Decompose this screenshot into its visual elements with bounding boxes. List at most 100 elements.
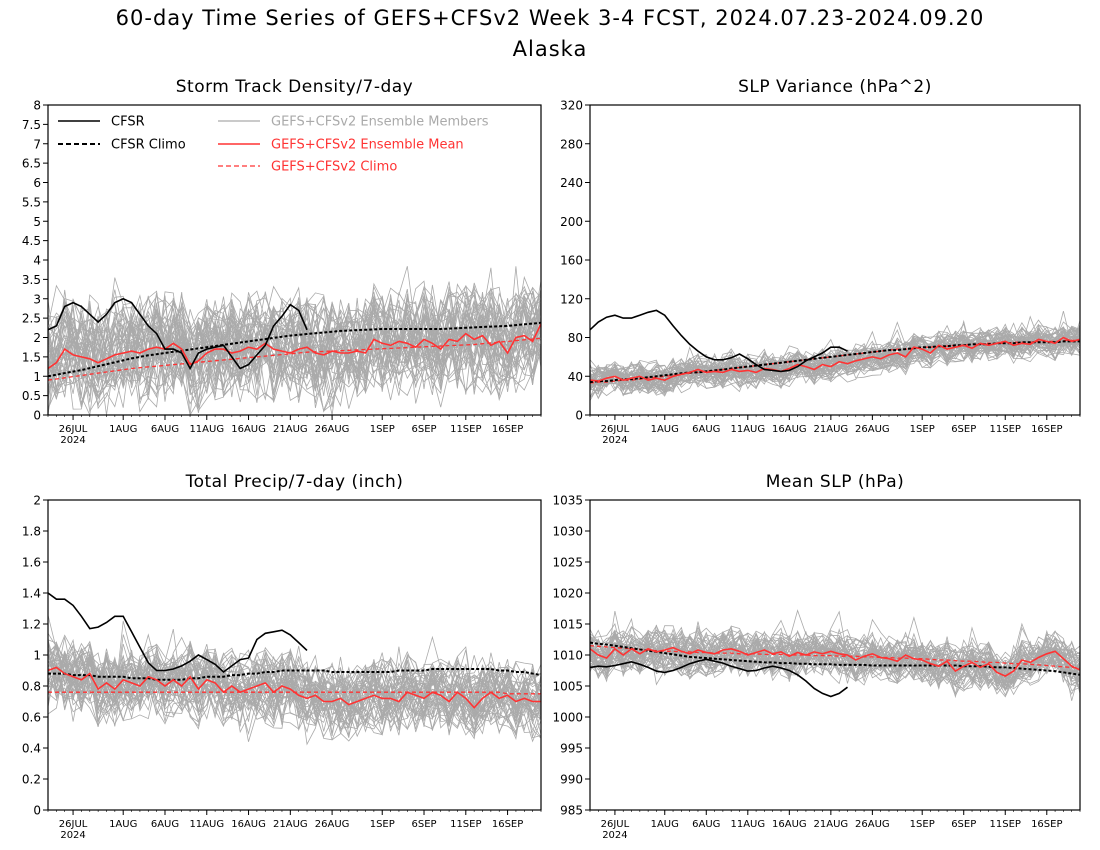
y-tick-label: 990 <box>560 773 583 787</box>
ensemble-member-line <box>48 652 541 746</box>
y-tick-label: 320 <box>560 99 583 113</box>
y-tick-label: 0.2 <box>22 773 41 787</box>
chart-panel-1: Storm Track Density/7-day 0 0.5 1 1.5 2 2.5 3 3.… <box>22 77 542 446</box>
cfsr-climo-line <box>590 641 1080 676</box>
x-tick-label: 6SEP <box>411 819 436 830</box>
plot-area <box>590 609 1080 701</box>
y-tick-label: 0 <box>33 409 41 423</box>
x-tick-label: 21AUG <box>273 424 308 435</box>
ensemble-member-line <box>590 642 1080 694</box>
ensemble-member-line <box>48 638 541 717</box>
y-tick-label: 2.5 <box>22 312 41 326</box>
ensemble-member-line <box>48 641 541 715</box>
x-tick-label: 26JUL <box>601 424 630 435</box>
ensemble-member-line <box>48 639 541 722</box>
cfsr-line <box>590 309 848 373</box>
ensemble-member-line <box>590 631 1080 678</box>
x-tick-label: 26AUG <box>315 424 350 435</box>
y-tick-label: 1020 <box>552 587 583 601</box>
y-tick-label: 280 <box>560 137 583 151</box>
plot-area <box>48 592 541 746</box>
y-tick-label: 1030 <box>552 525 583 539</box>
x-tick-label: 16SEP <box>1031 819 1062 830</box>
cfsr-line <box>48 592 308 674</box>
x-tick-label: 21AUG <box>273 819 308 830</box>
legend-label-cfsr: CFSR <box>111 115 145 130</box>
x-tick-label: 1SEP <box>910 819 935 830</box>
y-tick-label: 6 <box>33 176 41 190</box>
x-tick-year-label: 2024 <box>602 435 627 446</box>
x-tick-label: 6SEP <box>951 819 976 830</box>
y-tick-label: 7.5 <box>22 118 41 132</box>
ensemble-member-line <box>590 631 1080 696</box>
y-tick-label: 80 <box>568 331 583 345</box>
x-tick-label: 1AUG <box>109 819 137 830</box>
x-tick-label: 16AUG <box>772 424 807 435</box>
y-tick-label: 0.5 <box>22 389 41 403</box>
x-tick-label: 16SEP <box>492 424 523 435</box>
y-tick-label: 0.6 <box>22 711 41 725</box>
x-tick-label: 26AUG <box>855 819 890 830</box>
ensemble-member-line <box>48 658 541 743</box>
y-tick-label: 4.5 <box>22 234 41 248</box>
plot-frame <box>589 104 1081 416</box>
x-tick-label: 16AUG <box>772 819 807 830</box>
y-tick-label: 160 <box>560 254 583 268</box>
x-tick-year-label: 2024 <box>602 830 627 841</box>
ensemble-member-line <box>590 611 1080 675</box>
y-tick-label: 1025 <box>552 556 583 570</box>
chart-panel-2: SLP Variance (hPa^2) 0 40 80 120 160 200 240 280… <box>560 77 1081 446</box>
ensemble-member-line <box>590 624 1080 688</box>
x-tick-label: 6AUG <box>692 424 720 435</box>
ens-mean-line <box>590 646 1080 677</box>
y-tick-label: 2 <box>33 494 41 508</box>
y-tick-label: 3 <box>33 292 41 306</box>
ensemble-member-line <box>48 291 541 375</box>
ensemble-member-line <box>590 625 1080 673</box>
x-tick-label: 21AUG <box>814 424 849 435</box>
x-tick-label: 6AUG <box>151 819 179 830</box>
ensemble-member-line <box>590 330 1080 386</box>
ensemble-member-line <box>48 291 541 389</box>
y-tick-label: 6.5 <box>22 157 41 171</box>
y-tick-label: 1.4 <box>22 587 41 601</box>
legend: CFSR CFSR Climo GEFS+CFSv2 Ensemble Member… <box>58 115 489 175</box>
x-tick-year-label: 2024 <box>60 830 85 841</box>
x-tick-label: 1SEP <box>370 819 395 830</box>
x-tick-label: 6SEP <box>951 424 976 435</box>
legend-label-ens-mean: GEFS+CFSv2 Ensemble Mean <box>271 138 464 153</box>
y-tick-label: 1.5 <box>22 350 41 364</box>
plot-frame <box>47 104 542 416</box>
x-tick-label: 11SEP <box>450 819 481 830</box>
x-tick-label: 16SEP <box>1031 424 1062 435</box>
cfsr-climo-line <box>48 321 541 378</box>
y-tick-label: 1.6 <box>22 556 41 570</box>
x-tick-label: 6AUG <box>151 424 179 435</box>
y-tick-label: 0 <box>575 409 583 423</box>
y-tick-label: 1.8 <box>22 525 41 539</box>
x-tick-label: 11SEP <box>990 819 1021 830</box>
x-tick-label: 16AUG <box>231 424 266 435</box>
y-tick-label: 1.2 <box>22 618 41 632</box>
y-tick-label: 2 <box>33 331 41 345</box>
x-tick-label: 6AUG <box>692 819 720 830</box>
y-tick-label: 1000 <box>552 711 583 725</box>
ens-mean-line <box>48 323 541 370</box>
x-tick-label: 1SEP <box>370 424 395 435</box>
y-tick-label: 995 <box>560 742 583 756</box>
cfsr-line <box>48 297 308 371</box>
y-tick-label: 8 <box>33 99 41 113</box>
plot-area <box>590 309 1080 401</box>
ensemble-member-line <box>590 334 1080 394</box>
x-tick-label: 26JUL <box>59 424 88 435</box>
y-tick-label: 0 <box>33 804 41 818</box>
ensemble-member-line <box>48 277 541 379</box>
ensemble-member-line <box>48 615 541 710</box>
gefs-climo-line <box>48 337 541 381</box>
ensemble-member-line <box>590 336 1080 397</box>
plot-frame <box>47 499 542 811</box>
ens-mean-line <box>590 336 1080 382</box>
ensemble-member-line <box>48 289 541 388</box>
y-tick-label: 1 <box>33 370 41 384</box>
y-tick-label: 40 <box>568 370 583 384</box>
